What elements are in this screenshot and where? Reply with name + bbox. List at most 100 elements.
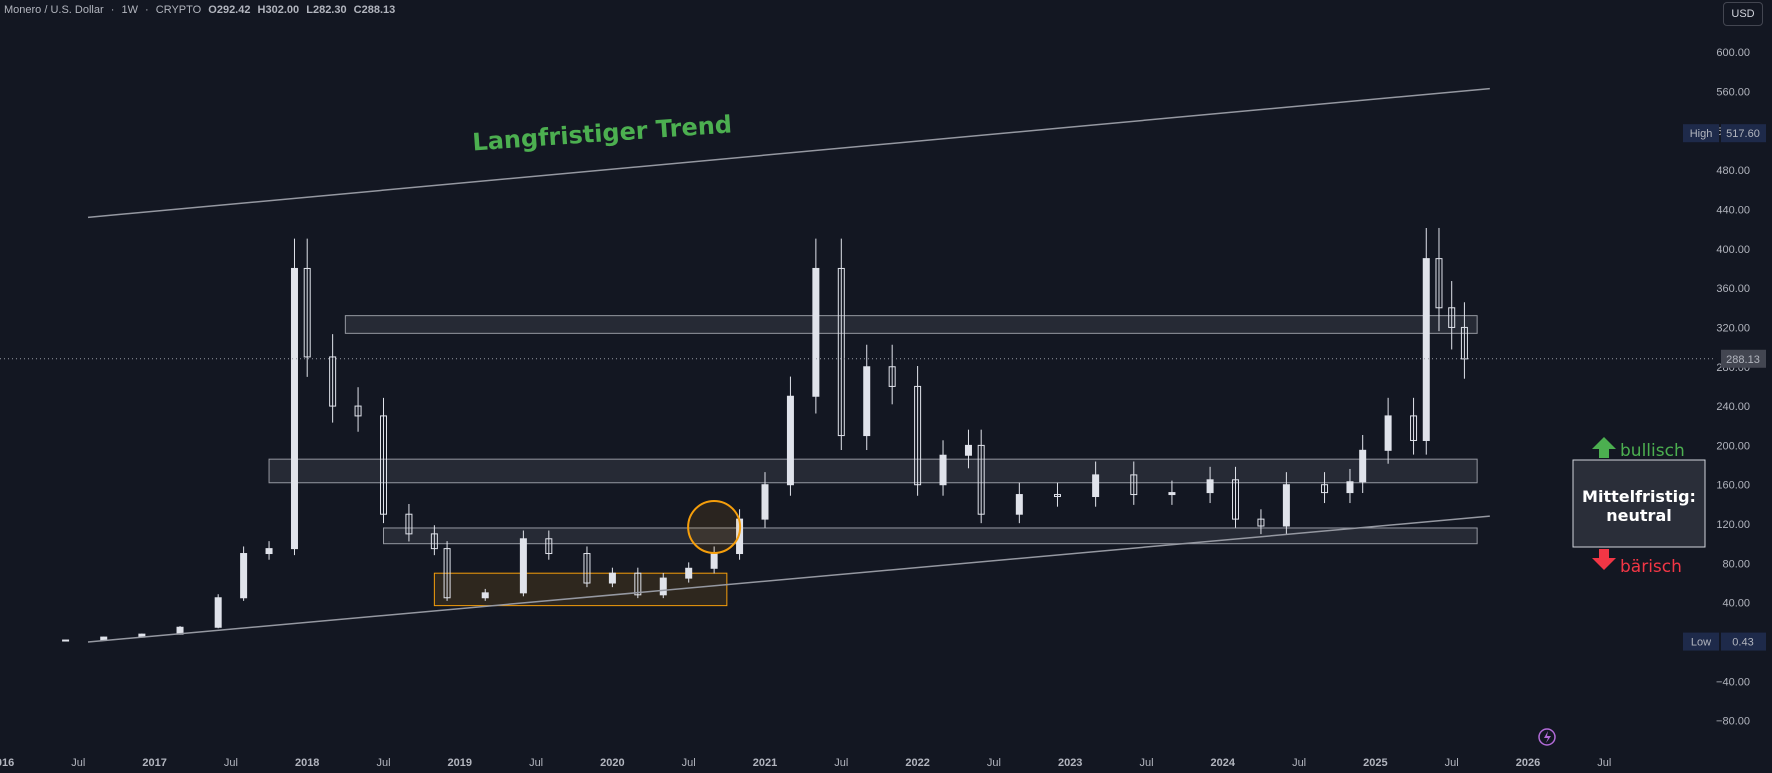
candle — [1410, 397, 1418, 455]
candle — [265, 541, 273, 560]
candle-body — [1092, 474, 1100, 498]
x-tick-label: Jul — [1597, 757, 1611, 769]
candle-body — [786, 395, 794, 486]
last-price-badge-value: 288.13 — [1726, 354, 1760, 366]
candle — [1359, 434, 1367, 493]
candle-body — [1384, 415, 1392, 451]
candle-body — [1435, 258, 1443, 309]
candle — [481, 588, 489, 601]
candle-body — [914, 385, 922, 486]
candle-body — [100, 636, 108, 641]
x-tick-label: 2024 — [1211, 757, 1236, 769]
candle — [443, 541, 451, 601]
candle-body — [659, 577, 667, 596]
candle-body — [1257, 518, 1265, 527]
candle-body — [265, 548, 273, 555]
candle — [786, 376, 794, 496]
candle — [608, 567, 616, 588]
candle — [1321, 472, 1329, 504]
y-tick-label: 320.00 — [1716, 322, 1750, 334]
resistance-zone-2 — [268, 458, 1478, 484]
candle — [812, 238, 820, 414]
candle-body — [1359, 449, 1367, 483]
x-tick-label: Jul — [376, 757, 390, 769]
candle-body — [430, 533, 438, 550]
candle — [761, 472, 769, 528]
lightning-icon — [1538, 728, 1556, 746]
candle-body — [519, 538, 527, 594]
high-marker-value: 517.60 — [1726, 128, 1760, 140]
candle — [1053, 482, 1061, 507]
x-tick-label: 2023 — [1058, 757, 1082, 769]
x-tick-label: 2021 — [753, 757, 777, 769]
candle-body — [290, 267, 298, 550]
candle-body — [380, 415, 387, 515]
candle — [583, 546, 591, 588]
candle-body — [964, 444, 972, 456]
x-tick-label: Jul — [224, 757, 238, 769]
y-tick-label: 240.00 — [1716, 401, 1750, 413]
x-tick-label: Jul — [834, 757, 848, 769]
breakout-circle — [687, 499, 742, 554]
y-tick-label: 120.00 — [1716, 519, 1750, 531]
candle-body — [1130, 474, 1138, 496]
candle — [303, 238, 311, 377]
low-marker: Low 0.43 — [1683, 632, 1766, 651]
candle-body — [1015, 494, 1023, 515]
candle — [62, 639, 70, 642]
candle — [1130, 461, 1138, 505]
candle-body — [1168, 492, 1176, 496]
y-tick-label: 560.00 — [1716, 87, 1750, 99]
status-box-line-1: Mittelfristig: — [1582, 487, 1696, 506]
resistance-zone-3 — [383, 527, 1478, 545]
candle-body — [608, 572, 616, 584]
x-tick-label: Jul — [987, 757, 1001, 769]
x-tick-label: Jul — [1292, 757, 1306, 769]
candle — [939, 440, 947, 496]
candle — [964, 429, 972, 469]
candle — [240, 546, 248, 601]
symbol-name[interactable]: Monero / U.S. Dollar — [4, 4, 104, 16]
y-tick-label: 400.00 — [1716, 244, 1750, 256]
currency-button[interactable]: USD — [1723, 2, 1763, 26]
candle-body — [1448, 307, 1456, 328]
candle — [214, 594, 222, 629]
low-marker-label: Low — [1691, 637, 1711, 649]
candle-body — [977, 444, 985, 515]
last-price-badge-value-bg — [1721, 349, 1766, 368]
y-tick-label: 80.00 — [1722, 558, 1750, 570]
candle — [1257, 509, 1265, 535]
candle — [380, 397, 387, 524]
candle — [1422, 227, 1430, 455]
x-tick-label: 2025 — [1363, 757, 1387, 769]
candle-body — [214, 597, 222, 628]
x-tick-label: 2022 — [905, 757, 929, 769]
high-value: H302.00 — [257, 4, 300, 16]
candle — [863, 344, 871, 451]
x-tick-label: Jul — [1445, 757, 1459, 769]
symbol-header: Monero / U.S. Dollar · 1W · CRYPTO O292.… — [4, 4, 396, 16]
interval[interactable]: 1W — [121, 4, 138, 16]
y-tick-label: −80.00 — [1716, 716, 1750, 728]
candle-body — [303, 267, 311, 358]
candle — [354, 387, 362, 432]
candle-body — [583, 553, 591, 584]
candle — [659, 572, 667, 599]
candle-body — [761, 484, 769, 520]
candle — [1092, 461, 1100, 507]
resistance-zone-1 — [344, 315, 1478, 334]
candle — [405, 503, 413, 542]
candle — [1282, 472, 1290, 535]
candle — [888, 344, 896, 405]
x-tick-label: 2018 — [295, 757, 319, 769]
candle — [1435, 227, 1443, 332]
y-tick-label: 40.00 — [1722, 598, 1750, 610]
close-value: C288.13 — [353, 4, 396, 16]
candle — [1448, 281, 1456, 350]
y-tick-label: 200.00 — [1716, 440, 1750, 452]
candle-body — [1410, 415, 1418, 441]
y-tick-label: 480.00 — [1716, 165, 1750, 177]
high-marker-label-bg — [1683, 124, 1719, 143]
candle-body — [1053, 494, 1061, 498]
